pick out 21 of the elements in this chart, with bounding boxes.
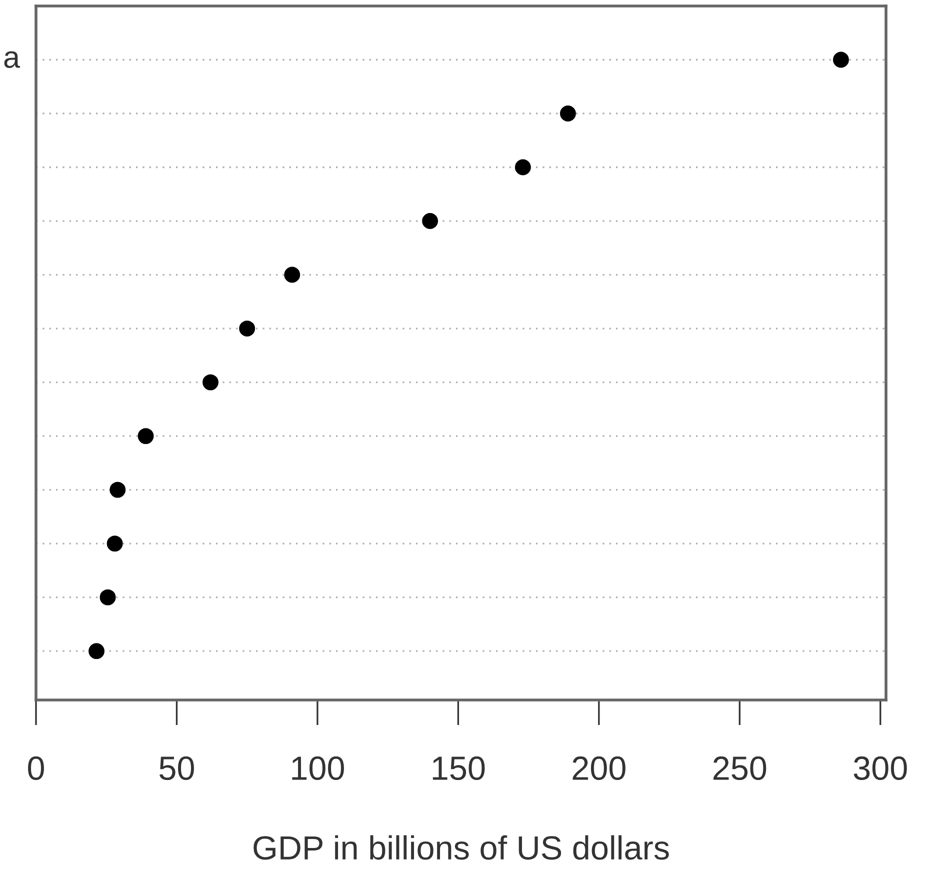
x-tick-label: 250	[714, 756, 766, 780]
point	[422, 213, 438, 230]
point	[560, 106, 576, 122]
point	[514, 159, 531, 176]
x-tick-label: 50	[160, 756, 194, 780]
x-tick-label: 100	[292, 756, 344, 780]
x-tick-label: 300	[854, 756, 907, 780]
y-tick-label: a	[4, 51, 20, 68]
point	[100, 589, 116, 606]
x-tick-label: 0	[28, 756, 44, 780]
point	[202, 374, 218, 390]
point	[138, 428, 154, 444]
point	[106, 536, 123, 552]
point	[284, 266, 300, 283]
point	[832, 52, 849, 68]
x-tick-label: 200	[572, 756, 626, 780]
point	[88, 643, 104, 660]
point	[239, 320, 256, 337]
x-axis-title: GDP in billions of US dollars	[254, 835, 669, 860]
point	[110, 482, 126, 498]
x-tick-label: 150	[432, 756, 485, 780]
